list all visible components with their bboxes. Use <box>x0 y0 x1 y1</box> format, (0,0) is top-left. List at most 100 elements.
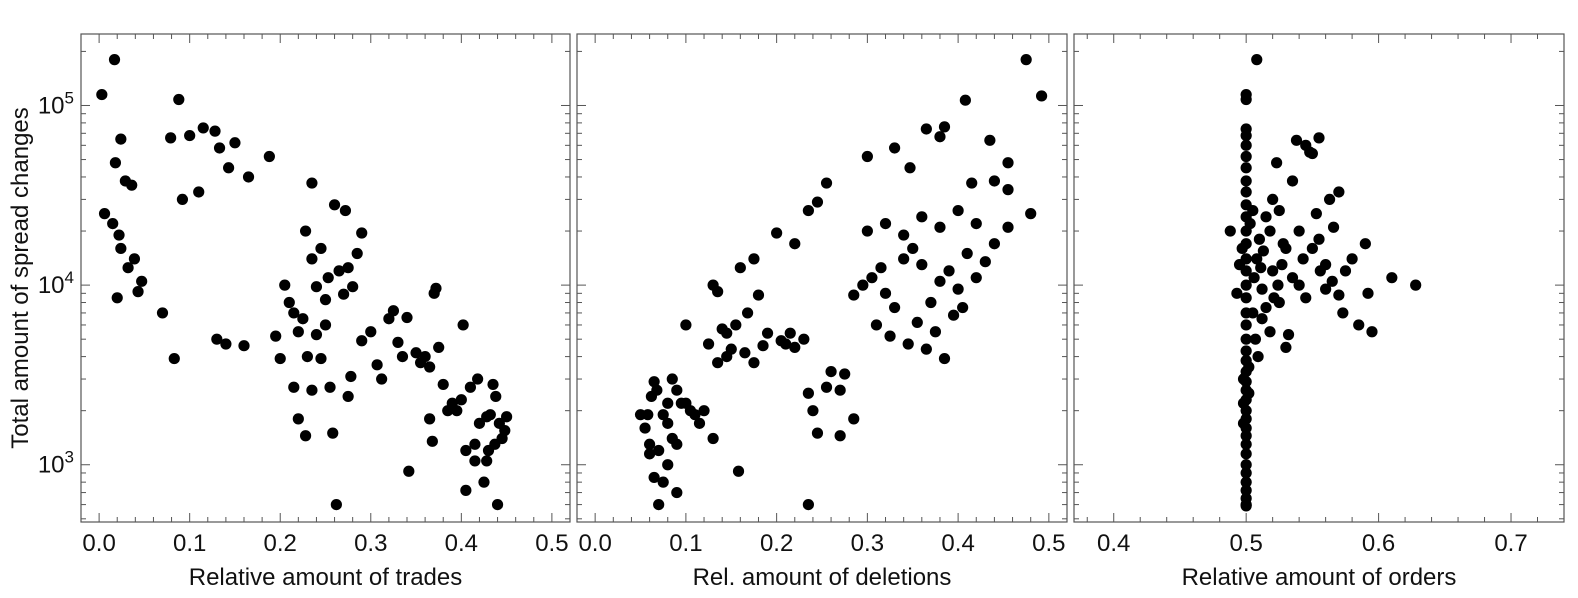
data-point <box>472 373 484 385</box>
data-point <box>943 265 955 277</box>
data-point <box>1333 289 1345 301</box>
data-point <box>424 413 436 425</box>
data-point <box>473 417 486 429</box>
data-point <box>122 262 134 274</box>
data-point <box>811 196 824 208</box>
data-point <box>220 338 232 350</box>
data-point <box>211 333 223 345</box>
data-point <box>1255 262 1267 274</box>
data-point <box>1248 272 1260 284</box>
data-point <box>1002 184 1014 196</box>
data-point <box>270 330 282 342</box>
data-point <box>1306 147 1318 160</box>
x-tick-label: 0.4 <box>445 530 478 557</box>
data-point <box>1366 326 1378 338</box>
y-tick-label: 105 <box>38 88 74 119</box>
data-point <box>115 133 127 145</box>
data-point <box>802 204 814 217</box>
data-point <box>424 361 436 373</box>
data-point <box>671 384 683 396</box>
x-tick-label: 0.0 <box>578 530 611 557</box>
data-point <box>1240 459 1252 471</box>
data-point <box>1257 245 1269 257</box>
data-point <box>952 204 964 217</box>
data-point <box>426 435 438 447</box>
x-tick-label: 0.5 <box>535 530 568 557</box>
data-point <box>1280 242 1292 255</box>
data-point <box>662 397 674 409</box>
data-point <box>904 162 916 174</box>
x-tick-label: 0.2 <box>760 530 793 557</box>
data-point <box>834 430 846 442</box>
data-point <box>322 272 334 284</box>
data-point <box>748 357 760 369</box>
data-point <box>433 341 445 354</box>
data-point <box>478 476 490 488</box>
data-point <box>306 384 318 396</box>
data-point <box>1224 225 1236 237</box>
data-point <box>1282 329 1295 341</box>
data-point <box>734 262 746 274</box>
data-point <box>419 350 431 363</box>
data-point <box>330 498 342 511</box>
x-axis-label-3: Relative amount of orders <box>1182 564 1457 591</box>
data-point <box>1313 132 1325 144</box>
data-point <box>1359 238 1371 250</box>
data-point <box>338 288 350 300</box>
data-point <box>1276 259 1288 271</box>
data-point <box>988 175 1001 187</box>
data-point <box>1267 265 1279 277</box>
data-point <box>648 471 660 484</box>
data-point <box>934 131 946 143</box>
data-point <box>680 319 692 331</box>
data-point <box>451 405 463 417</box>
data-point <box>920 343 932 355</box>
data-point <box>292 326 304 338</box>
panel-frame-3 <box>1073 33 1565 523</box>
data-point <box>1237 373 1250 385</box>
data-point <box>807 405 819 417</box>
data-point <box>657 409 669 421</box>
data-point <box>1240 129 1252 142</box>
data-point <box>1410 279 1422 291</box>
data-point <box>1323 193 1336 206</box>
x-tick-label: 0.1 <box>669 530 702 557</box>
data-point <box>299 430 312 442</box>
data-point <box>315 242 327 255</box>
data-point <box>223 162 235 174</box>
data-point <box>645 390 658 403</box>
x-tick-label: 0.2 <box>264 530 297 557</box>
data-point <box>1237 397 1250 409</box>
data-point <box>712 286 724 298</box>
data-point <box>643 448 656 460</box>
data-point <box>657 476 669 488</box>
data-point <box>643 438 656 450</box>
data-point <box>165 132 177 144</box>
data-point <box>301 350 313 363</box>
data-point <box>392 336 404 348</box>
data-point <box>328 199 341 211</box>
data-point <box>752 289 765 301</box>
data-point <box>430 282 442 294</box>
x-tick-label: 0.3 <box>354 530 387 557</box>
data-point <box>1240 186 1252 198</box>
data-point <box>1240 319 1252 331</box>
data-point <box>455 394 467 406</box>
data-point <box>168 352 180 365</box>
data-point <box>970 272 982 284</box>
data-point <box>283 296 295 309</box>
data-point <box>898 229 910 241</box>
data-point <box>866 272 878 284</box>
data-point <box>761 327 774 339</box>
data-point <box>98 208 111 220</box>
x-axis-label-2: Rel. amount of deletions <box>693 564 952 591</box>
data-point <box>1264 326 1276 338</box>
data-point <box>916 211 928 223</box>
data-point <box>1236 242 1248 255</box>
data-point <box>861 225 873 237</box>
data-point <box>342 262 354 274</box>
data-point <box>784 327 796 339</box>
data-point <box>671 486 683 499</box>
data-point <box>347 281 359 293</box>
data-point <box>1249 333 1262 345</box>
